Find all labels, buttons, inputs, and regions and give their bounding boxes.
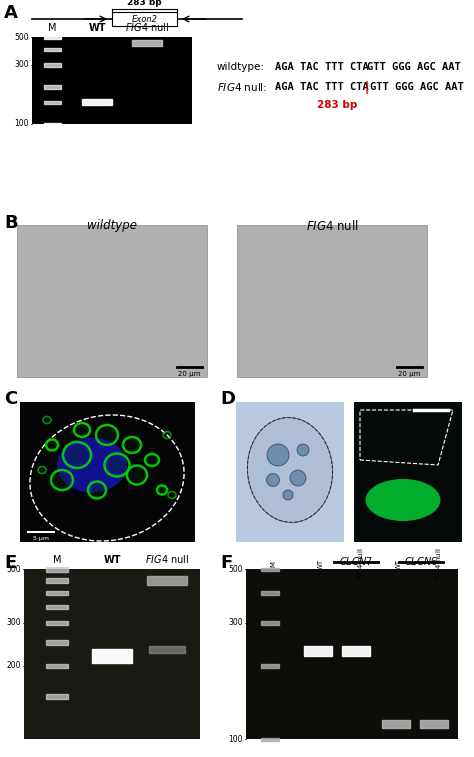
Text: B: B xyxy=(4,214,18,232)
Text: M: M xyxy=(53,555,61,565)
Text: F: F xyxy=(220,554,232,572)
Ellipse shape xyxy=(67,446,87,464)
Text: Exon2: Exon2 xyxy=(131,14,157,23)
Text: GTT GGG AGC AAT: GTT GGG AGC AAT xyxy=(370,82,464,92)
Text: 500: 500 xyxy=(14,33,29,42)
Bar xyxy=(236,402,344,542)
Bar xyxy=(44,36,61,39)
Text: wildtype: wildtype xyxy=(87,219,137,232)
Text: 100: 100 xyxy=(228,734,243,743)
Bar xyxy=(44,85,61,89)
Ellipse shape xyxy=(266,473,280,487)
Text: 283 bp: 283 bp xyxy=(127,0,162,7)
Bar xyxy=(342,646,370,656)
Text: $\it{FIG4}$ null: $\it{FIG4}$ null xyxy=(434,548,443,580)
Text: wildtype:: wildtype: xyxy=(217,62,265,72)
Ellipse shape xyxy=(91,484,103,496)
Ellipse shape xyxy=(297,444,309,456)
Bar xyxy=(246,569,458,739)
Bar xyxy=(147,576,187,585)
Text: 20 μm: 20 μm xyxy=(398,371,420,377)
Bar xyxy=(304,646,332,656)
Bar xyxy=(261,737,279,741)
Bar xyxy=(261,621,279,625)
Text: 283 bp: 283 bp xyxy=(317,100,357,110)
Bar xyxy=(46,605,68,609)
Text: $\it{FIG4}$ null: $\it{FIG4}$ null xyxy=(145,553,189,565)
Ellipse shape xyxy=(365,479,440,521)
Text: $\it{FIG4}$ null:: $\it{FIG4}$ null: xyxy=(217,81,267,93)
Text: 300: 300 xyxy=(14,60,29,69)
Bar xyxy=(32,37,192,124)
Text: 300: 300 xyxy=(6,618,21,628)
Ellipse shape xyxy=(158,487,165,493)
Bar xyxy=(420,720,448,728)
Bar xyxy=(382,720,410,728)
Bar xyxy=(44,123,61,126)
Bar xyxy=(46,567,68,572)
Bar xyxy=(24,569,200,739)
Bar xyxy=(149,646,185,653)
Text: $\it{CLCN6}$: $\it{CLCN6}$ xyxy=(404,555,438,567)
Ellipse shape xyxy=(147,456,157,464)
Text: 20 μm: 20 μm xyxy=(178,371,200,377)
Bar xyxy=(354,402,462,542)
Text: GTT GGG AGC AAT: GTT GGG AGC AAT xyxy=(367,62,461,72)
Ellipse shape xyxy=(76,425,88,435)
Text: $\it{CLCN7}$: $\it{CLCN7}$ xyxy=(339,555,373,567)
Text: AGA TAC TTT CTA: AGA TAC TTT CTA xyxy=(275,82,369,92)
Text: |: | xyxy=(365,80,369,94)
Ellipse shape xyxy=(57,438,127,493)
Ellipse shape xyxy=(247,418,333,522)
Text: 500: 500 xyxy=(228,565,243,574)
Ellipse shape xyxy=(48,441,56,449)
Bar xyxy=(46,590,68,595)
Bar xyxy=(44,63,61,67)
Text: D: D xyxy=(220,390,235,408)
Text: M: M xyxy=(48,23,56,33)
Bar xyxy=(92,649,132,662)
Text: 5 μm: 5 μm xyxy=(33,536,49,541)
Text: $\it{FIG4}$ null: $\it{FIG4}$ null xyxy=(306,219,358,233)
Bar xyxy=(261,568,279,571)
Bar xyxy=(46,664,68,668)
Text: WT: WT xyxy=(396,559,402,569)
Ellipse shape xyxy=(108,457,126,473)
Bar xyxy=(237,225,427,377)
Text: 200: 200 xyxy=(7,662,21,670)
Ellipse shape xyxy=(126,439,138,450)
Text: WT: WT xyxy=(88,23,106,33)
Text: 100: 100 xyxy=(15,120,29,129)
Bar xyxy=(20,402,195,542)
Ellipse shape xyxy=(130,469,144,481)
Ellipse shape xyxy=(267,444,289,466)
Bar xyxy=(46,694,68,699)
Bar xyxy=(44,48,61,51)
Text: WT: WT xyxy=(103,555,121,565)
Bar xyxy=(44,101,61,104)
Ellipse shape xyxy=(99,428,115,442)
Bar xyxy=(82,99,112,105)
Text: $\it{FIG4}$ null: $\it{FIG4}$ null xyxy=(125,21,169,33)
Bar xyxy=(112,12,177,26)
Text: $\it{FIG4}$ null: $\it{FIG4}$ null xyxy=(356,548,365,580)
Bar xyxy=(261,591,279,594)
Bar xyxy=(46,621,68,625)
Text: 300: 300 xyxy=(228,618,243,628)
Ellipse shape xyxy=(55,473,70,487)
Bar xyxy=(261,665,279,668)
Text: M: M xyxy=(270,561,276,567)
Ellipse shape xyxy=(290,470,306,486)
Text: AGA TAC TTT CTA: AGA TAC TTT CTA xyxy=(275,62,369,72)
Bar xyxy=(46,578,68,583)
Text: A: A xyxy=(4,4,18,22)
Text: WT: WT xyxy=(318,559,324,569)
Text: C: C xyxy=(4,390,17,408)
Bar xyxy=(17,225,207,377)
Ellipse shape xyxy=(283,490,293,500)
Bar xyxy=(46,640,68,645)
Text: E: E xyxy=(4,554,16,572)
Bar xyxy=(132,39,162,45)
Text: 500: 500 xyxy=(6,565,21,574)
